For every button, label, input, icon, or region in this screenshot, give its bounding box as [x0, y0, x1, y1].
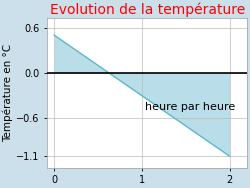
Text: heure par heure: heure par heure	[145, 102, 235, 112]
Title: Evolution de la température: Evolution de la température	[50, 3, 245, 17]
Y-axis label: Température en °C: Température en °C	[3, 44, 13, 142]
